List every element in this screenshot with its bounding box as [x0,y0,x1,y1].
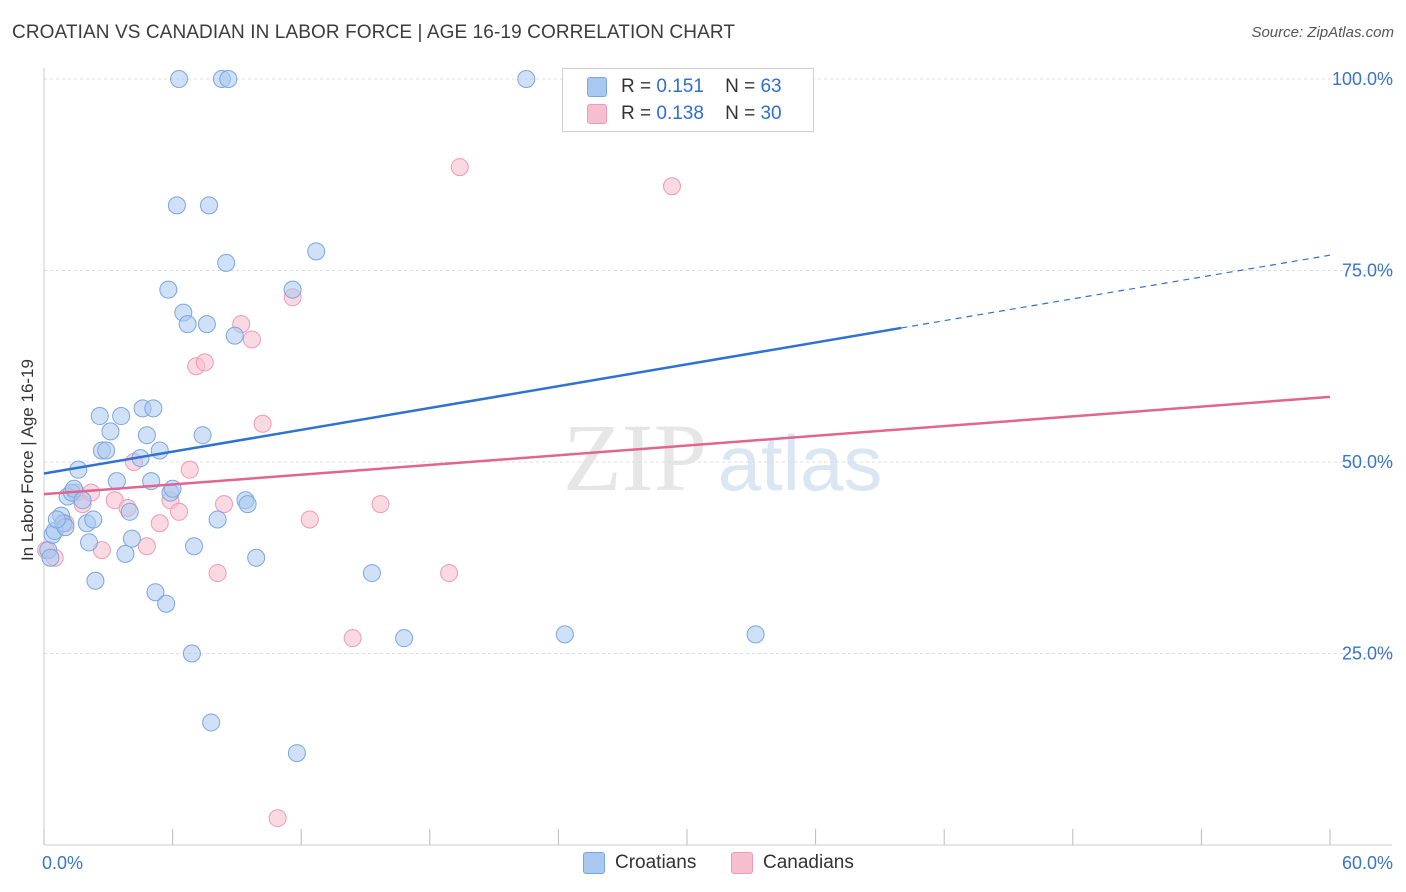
croatians-point [122,529,141,548]
r-label: R = [621,76,652,97]
canadians-point [253,414,272,433]
x-tick-label-min: 0.0% [42,853,83,873]
croatians-point [137,426,156,445]
canadians-point [371,495,390,514]
croatians-point [41,548,60,567]
svg-text:ZIP: ZIP [563,404,707,511]
canadians-point [300,510,319,529]
croatians-swatch [587,77,607,97]
canadians-trend-line [43,395,1331,496]
croatians-point [217,253,236,272]
chart-title: CROATIAN VS CANADIAN IN LABOR FORCE | AG… [12,22,736,43]
n-label: N = [725,103,756,124]
bottom-legend-canadians: Canadians [731,852,854,874]
croatians-point [116,544,135,563]
croatians-r-value: 0.151 [656,76,704,97]
croatians-point [97,441,116,460]
croatians-point [159,280,178,299]
croatians-point [170,70,189,88]
croatians-point [225,326,244,345]
croatians-point [247,548,266,567]
source-label: Source: ZipAtlas.com [1251,24,1394,41]
canadians-point [343,629,362,648]
canadians-point [242,330,261,349]
x-tick-label-max: 60.0% [1342,853,1393,873]
croatians-point [112,407,131,426]
correlation-legend: R = 0.151 N = 63 R = 0.138 N = 30 [562,68,814,132]
legend-text-croatians: R = 0.151 N = 63 [621,76,782,98]
r-label: R = [621,103,652,124]
canadians-swatch [587,104,607,124]
croatians-legend-label: Croatians [615,852,697,873]
croatians-point [86,571,105,590]
croatians-point [287,744,306,763]
croatians-point [178,315,197,334]
canadians-point [268,809,287,828]
canadians-point [215,495,234,514]
croatians-point [746,625,765,644]
canadians-r-value: 0.138 [656,103,704,124]
croatians-point [219,70,238,88]
canadians-point [195,353,214,372]
canadians-point [208,564,227,583]
croatians-point [157,594,176,613]
croatians-point [101,422,120,441]
croatians-point [167,196,186,215]
croatians-trend-line [43,326,902,475]
gridlines [44,78,1392,654]
legend-text-canadians: R = 0.138 N = 30 [621,103,782,125]
y-tick-label: 25.0% [1342,644,1393,664]
croatians-point [395,629,414,648]
croatians-point [182,644,201,663]
canadians-point [450,158,469,177]
y-tick-label: 75.0% [1342,261,1393,281]
axes [43,68,1392,846]
croatians-point [193,426,212,445]
croatians-point [144,399,163,418]
croatians-legend-swatch [583,852,605,874]
croatians-n-value: 63 [760,76,782,97]
tick-labels: 25.0% 50.0% 75.0% 100.0% 0.0% 60.0% [42,69,1393,873]
croatians-point [120,502,139,521]
canadians-point [440,564,459,583]
croatians-point [84,510,103,529]
croatians-point [208,510,227,529]
croatians-point [202,713,221,732]
croatians-trend-extension [901,254,1331,329]
croatians-point [307,242,326,261]
croatians-point [238,495,257,514]
canadians-point [662,177,681,196]
zipatlas-watermark: ZIP atlas [563,404,882,511]
bottom-legend-croatians: Croatians [583,852,696,874]
croatians-point [80,533,99,552]
croatians-point [90,407,109,426]
canadians-point [180,460,199,479]
canadians-legend-swatch [731,852,753,874]
croatians-point [73,491,92,510]
croatians-point [150,441,169,460]
croatians-point [185,537,204,556]
croatians-point [197,315,216,334]
canadians-point [170,502,189,521]
canadians-legend-label: Canadians [763,852,854,873]
y-tick-label: 100.0% [1332,69,1393,89]
trend-lines [43,254,1331,496]
y-tick-label: 50.0% [1342,452,1393,472]
n-label: N = [725,76,756,97]
canadians-point [137,537,156,556]
croatians-point [517,70,536,88]
croatians-point [146,583,165,602]
canadians-point [150,514,169,533]
croatians-point [200,196,219,215]
croatians-point [555,625,574,644]
croatians-point [283,280,302,299]
canadians-n-value: 30 [760,103,782,124]
croatians-point [47,510,66,529]
croatians-point [362,564,381,583]
